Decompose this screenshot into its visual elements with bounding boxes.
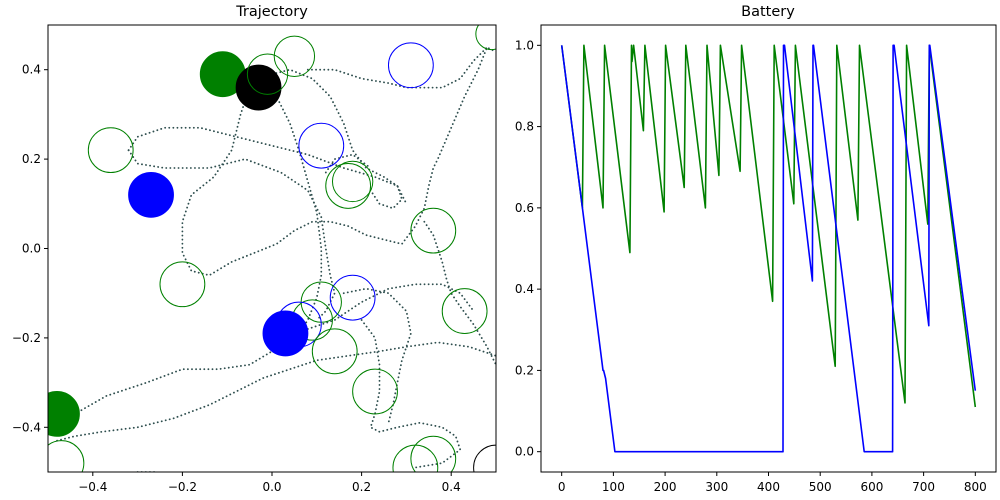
battery-xtick-label: 200: [654, 480, 677, 494]
battery-series-line: [560, 44, 977, 453]
filled-circle: [128, 171, 174, 218]
battery-plot: Battery 0 100 200 300 400 500 600 700 8000.00.20…: [515, 4, 997, 494]
battery-xtick-label: 700: [912, 480, 935, 494]
outline-circle: [273, 35, 316, 77]
trajectory-xtick-label: 0.0: [262, 480, 281, 494]
outline-circle: [331, 160, 374, 203]
battery-ytick-label: 0.6: [515, 201, 534, 215]
trajectory-xtick-label: 0.2: [352, 480, 371, 494]
trajectory-circles: [48, 25, 496, 472]
battery-xtick-label: 500: [809, 480, 832, 494]
trajectory-path: [257, 68, 403, 210]
trajectory-axis-ticks: −0.4 −0.2 0.0 0.2 0.4 −0.4 −0.2 0.0 0.2 0.4: [12, 63, 461, 494]
outline-circle: [410, 435, 457, 472]
trajectory-xtick-label: −0.4: [78, 480, 107, 494]
trajectory-ytick-label: 0.4: [22, 63, 41, 77]
outline-circle: [329, 274, 376, 321]
trajectory-xtick-label: 0.4: [442, 480, 461, 494]
battery-ytick-label: 0.0: [515, 445, 534, 459]
trajectory-path: [262, 77, 323, 344]
outline-circle: [298, 122, 345, 169]
trajectory-path: [342, 287, 412, 424]
trajectory-ytick-label: 0.0: [22, 242, 41, 256]
battery-series-line: [560, 44, 977, 408]
trajectory-path: [127, 126, 408, 205]
filled-circle: [48, 390, 80, 437]
trajectory-xtick-label: −0.2: [168, 480, 197, 494]
outline-circle: [392, 444, 439, 472]
outline-circle: [325, 163, 372, 209]
battery-xtick-label: 100: [602, 480, 625, 494]
battery-xtick-label: 400: [757, 480, 780, 494]
outline-circle: [352, 368, 398, 415]
outline-circle: [473, 444, 496, 472]
battery-xtick-label: 300: [705, 480, 728, 494]
outline-circle: [475, 25, 496, 51]
battery-ytick-label: 1.0: [515, 38, 534, 52]
battery-ytick-label: 0.4: [515, 282, 534, 296]
battery-xtick-label: 0: [558, 480, 566, 494]
battery-axis-ticks: 0 100 200 300 400 500 600 700 800 0.0 0.2 0.4 0.6 0.8…: [515, 38, 987, 494]
trajectory-path: [423, 220, 496, 366]
outline-circle: [311, 328, 358, 375]
battery-frame: [540, 24, 997, 473]
battery-xtick-label: 800: [964, 480, 987, 494]
outline-circle: [246, 53, 289, 95]
outline-circle: [410, 207, 457, 254]
battery-ytick-label: 0.2: [515, 363, 534, 377]
outline-circle: [387, 42, 434, 89]
battery-xtick-label: 600: [860, 480, 883, 494]
trajectory-ytick-label: 0.2: [22, 152, 41, 166]
trajectory-path: [127, 149, 336, 321]
filled-circle: [235, 64, 282, 111]
trajectory-title: Trajectory: [235, 4, 308, 20]
filled-circle: [262, 310, 309, 357]
battery-lines: [560, 44, 977, 453]
trajectory-plot: Trajectory −0.4 −0.2 0.0 0.2 0.4 −0.4 −0.2 0.0 0…: [12, 4, 497, 494]
outline-circle: [87, 127, 134, 174]
battery-title: Battery: [741, 4, 795, 20]
trajectory-ytick-label: −0.2: [12, 331, 41, 345]
outline-circle: [159, 261, 206, 308]
outline-circle: [441, 288, 488, 334]
trajectory-ytick-label: −0.4: [12, 420, 41, 434]
battery-ytick-label: 0.8: [515, 120, 534, 134]
outline-circle: [48, 440, 85, 472]
trajectory-frame: [47, 24, 497, 473]
